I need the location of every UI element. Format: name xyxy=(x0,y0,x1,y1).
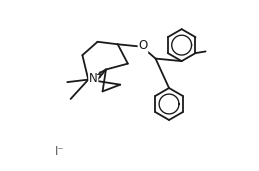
Text: O: O xyxy=(138,40,148,52)
Text: N: N xyxy=(89,72,98,85)
Text: +: + xyxy=(95,70,103,80)
Text: I⁻: I⁻ xyxy=(55,145,64,158)
